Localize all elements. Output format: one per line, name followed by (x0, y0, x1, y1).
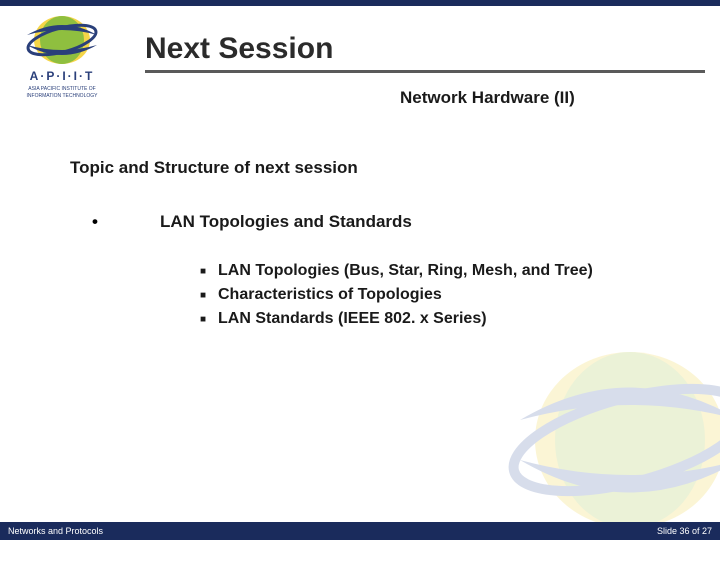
topic-heading: Topic and Structure of next session (70, 158, 670, 178)
svg-text:ASIA PACIFIC INSTITUTE OF: ASIA PACIFIC INSTITUTE OF (28, 86, 95, 92)
svg-text:INFORMATION TECHNOLOGY: INFORMATION TECHNOLOGY (27, 93, 99, 99)
slide-subtitle: Network Hardware (II) (400, 88, 575, 108)
footer-left-text: Networks and Protocols (8, 526, 103, 536)
main-bullet-row: • LAN Topologies and Standards (70, 212, 670, 232)
sub-bullet-text: LAN Topologies (Bus, Star, Ring, Mesh, a… (218, 262, 593, 280)
sub-bullet-text: LAN Standards (IEEE 802. x Series) (218, 310, 487, 328)
square-bullet-icon: ■ (200, 286, 218, 306)
institute-logo: A·P·I·I·T ASIA PACIFIC INSTITUTE OF INFO… (12, 10, 122, 110)
main-bullet-text: LAN Topologies and Standards (160, 212, 412, 232)
sub-bullet-text: Characteristics of Topologies (218, 286, 442, 304)
list-item: ■ LAN Standards (IEEE 802. x Series) (200, 310, 670, 330)
title-underline (145, 70, 705, 73)
bullet-marker: • (70, 212, 160, 232)
square-bullet-icon: ■ (200, 310, 218, 330)
footer-right-text: Slide 36 of 27 (657, 526, 712, 536)
svg-text:A·P·I·I·T: A·P·I·I·T (30, 69, 95, 83)
list-item: ■ LAN Topologies (Bus, Star, Ring, Mesh,… (200, 262, 670, 282)
list-item: ■ Characteristics of Topologies (200, 286, 670, 306)
square-bullet-icon: ■ (200, 262, 218, 282)
content-area: Topic and Structure of next session • LA… (70, 158, 670, 334)
slide-title: Next Session (145, 32, 333, 66)
sub-bullet-list: ■ LAN Topologies (Bus, Star, Ring, Mesh,… (200, 262, 670, 330)
footer-bar: Networks and Protocols Slide 36 of 27 (0, 522, 720, 540)
header: A·P·I·I·T ASIA PACIFIC INSTITUTE OF INFO… (0, 6, 720, 116)
